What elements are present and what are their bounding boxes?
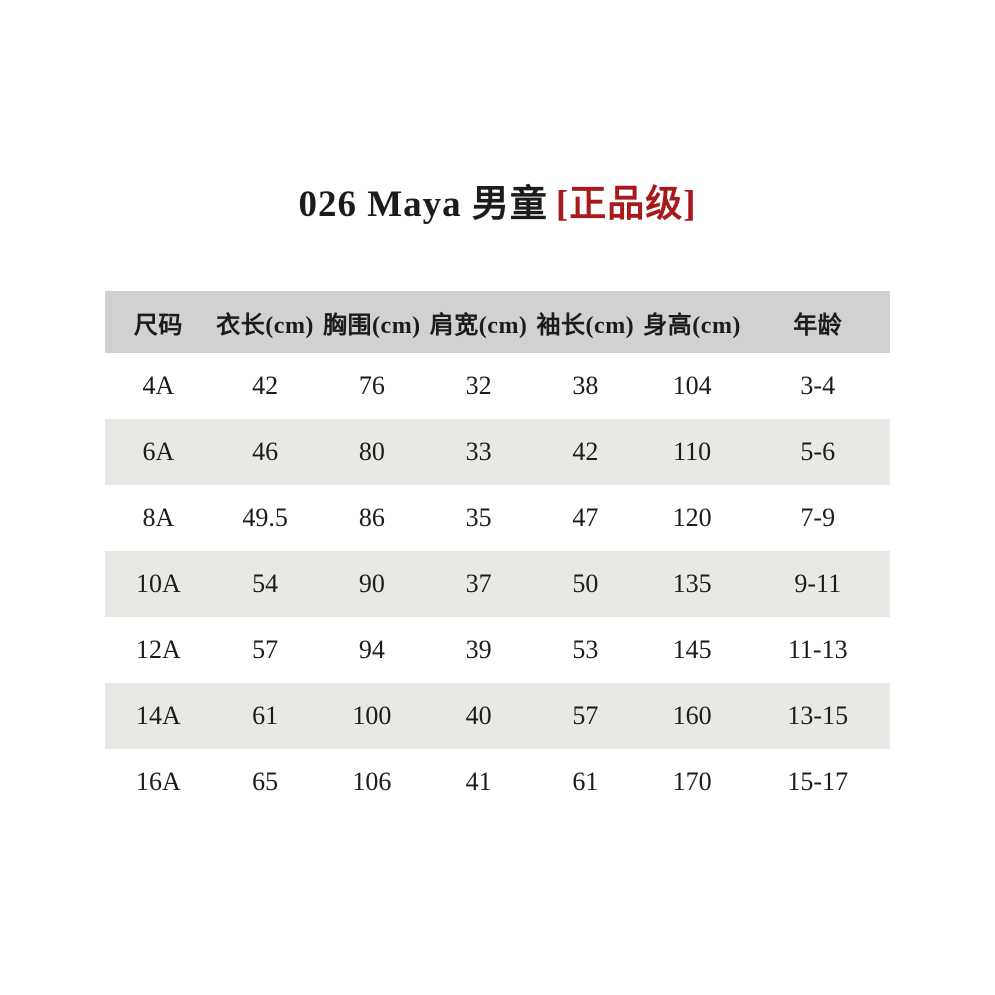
table-cell: 100 [352, 701, 392, 730]
table-cell: 4A [142, 371, 175, 400]
table-cell: 9-11 [794, 569, 842, 598]
table-cell: 42 [252, 371, 279, 400]
table-cell: 110 [673, 437, 712, 466]
table-cell: 47 [572, 503, 599, 532]
table-row: 12A 57 94 39 53 145 11-13 [105, 617, 890, 683]
column-header: 尺码 [133, 312, 183, 339]
column-header: 衣长(cm) [216, 312, 314, 339]
table-cell: 11-13 [787, 635, 848, 664]
table-cell: 8A [142, 503, 175, 532]
table-cell: 90 [358, 569, 385, 598]
column-header: 身高(cm) [643, 312, 741, 339]
table-cell: 6A [142, 437, 175, 466]
table-cell: 76 [358, 371, 385, 400]
size-table-body: 4A 42 76 32 38 104 3-4 6A 46 80 33 42 110 5-6 8A 49.5 86… [105, 353, 890, 815]
table-cell: 135 [672, 569, 712, 598]
table-cell: 104 [672, 371, 712, 400]
table-cell: 39 [465, 635, 492, 664]
column-header: 肩宽(cm) [429, 312, 528, 339]
header-row: 尺码 衣长(cm) 胸围(cm) 肩宽(cm) 袖长(cm) 身高(cm) 年龄 [105, 291, 890, 353]
column-header: 年龄 [793, 312, 843, 339]
column-header: 袖长(cm) [536, 312, 635, 339]
table-cell: 38 [572, 371, 599, 400]
page-title: 026 Maya 男童 [正品级] [0, 0, 995, 230]
table-cell: 50 [572, 569, 599, 598]
table-cell: 16A [135, 767, 181, 796]
title-grade-tag: [正品级] [555, 184, 697, 225]
table-cell: 86 [358, 503, 385, 532]
table-row: 14A 61 100 40 57 160 13-15 [105, 683, 890, 749]
title-main: 026 Maya 男童 [298, 184, 548, 225]
table-cell: 170 [672, 767, 712, 796]
table-cell: 106 [352, 767, 392, 796]
table-cell: 42 [572, 437, 599, 466]
table-cell: 61 [252, 701, 279, 730]
table-cell: 65 [252, 767, 279, 796]
table-cell: 49.5 [242, 503, 288, 532]
size-table: 尺码 衣长(cm) 胸围(cm) 肩宽(cm) 袖长(cm) 身高(cm) 年龄 4A 42 7… [105, 291, 890, 815]
table-row: 10A 54 90 37 50 135 9-11 [105, 551, 890, 617]
table-row: 6A 46 80 33 42 110 5-6 [105, 419, 890, 485]
table-cell: 37 [465, 569, 492, 598]
table-cell: 40 [465, 701, 492, 730]
table-cell: 54 [252, 569, 279, 598]
table-cell: 15-17 [787, 767, 849, 796]
table-cell: 61 [572, 767, 599, 796]
table-cell: 13-15 [787, 701, 849, 730]
table-cell: 57 [252, 635, 279, 664]
column-header: 胸围(cm) [323, 312, 421, 339]
table-cell: 41 [465, 767, 492, 796]
table-cell: 53 [572, 635, 599, 664]
table-cell: 35 [465, 503, 492, 532]
table-cell: 32 [465, 371, 492, 400]
table-cell: 145 [672, 635, 712, 664]
table-row: 8A 49.5 86 35 47 120 7-9 [105, 485, 890, 551]
table-cell: 10A [135, 569, 181, 598]
table-cell: 80 [358, 437, 385, 466]
table-cell: 12A [135, 635, 181, 664]
table-cell: 160 [672, 701, 712, 730]
table-cell: 94 [358, 635, 385, 664]
table-cell: 3-4 [800, 371, 836, 400]
table-cell: 7-9 [800, 503, 836, 532]
table-cell: 120 [672, 503, 712, 532]
table-cell: 57 [572, 701, 599, 730]
table-row: 4A 42 76 32 38 104 3-4 [105, 353, 890, 419]
table-cell: 46 [252, 437, 279, 466]
table-cell: 14A [135, 701, 181, 730]
table-cell: 33 [465, 437, 492, 466]
table-row: 16A 65 106 41 61 170 15-17 [105, 749, 890, 815]
size-table-head: 尺码 衣长(cm) 胸围(cm) 肩宽(cm) 袖长(cm) 身高(cm) 年龄 [105, 291, 890, 353]
table-cell: 5-6 [800, 437, 836, 466]
